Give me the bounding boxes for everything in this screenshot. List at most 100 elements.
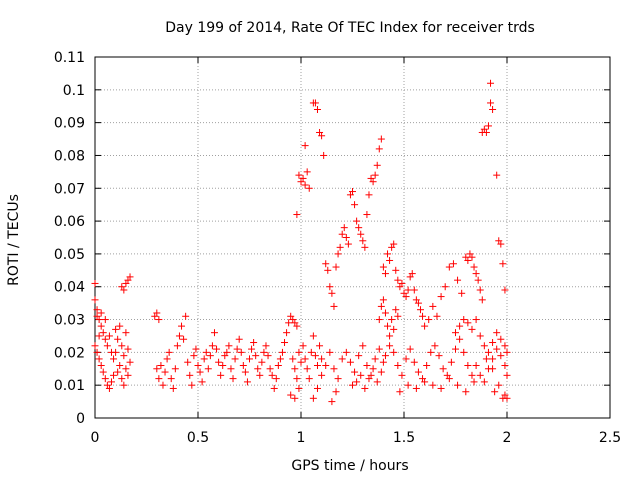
data-point (357, 230, 365, 238)
data-point (373, 161, 381, 169)
data-point (91, 279, 99, 287)
data-point (369, 365, 377, 373)
data-point (107, 378, 115, 386)
data-point (318, 371, 326, 379)
y-tick-label: 0.05 (54, 247, 85, 263)
data-point (326, 348, 334, 356)
data-point (503, 394, 511, 402)
data-point (283, 329, 291, 337)
data-point (371, 355, 379, 363)
data-point (503, 371, 511, 379)
data-point (93, 348, 101, 356)
data-point (95, 355, 103, 363)
y-tick-label: 0.02 (54, 345, 85, 361)
data-point (213, 345, 221, 353)
data-point (452, 345, 459, 353)
y-tick-label: 0.06 (54, 214, 85, 230)
data-point (412, 384, 420, 392)
data-point (316, 342, 324, 350)
data-point (396, 388, 404, 396)
data-point (361, 384, 369, 392)
data-point (359, 342, 367, 350)
data-point (342, 234, 350, 241)
data-point (441, 283, 449, 291)
data-point (235, 335, 243, 343)
x-tick-label: 0 (91, 430, 100, 446)
data-point (433, 312, 441, 320)
y-tick-label: 0.09 (54, 116, 85, 132)
data-point (322, 361, 330, 369)
data-point (478, 296, 486, 304)
data-point (295, 384, 303, 392)
data-point (390, 325, 398, 333)
data-point (408, 270, 416, 278)
data-point (126, 358, 134, 366)
data-point (431, 342, 439, 350)
data-point (175, 332, 183, 340)
data-point (155, 375, 163, 383)
data-point (476, 286, 484, 294)
data-point (118, 342, 126, 350)
data-point (258, 358, 266, 366)
data-point (309, 332, 317, 340)
data-point (363, 361, 371, 369)
data-point (124, 345, 132, 353)
data-point (353, 378, 361, 386)
data-point (99, 329, 107, 337)
data-point (425, 316, 433, 324)
data-point (293, 375, 301, 383)
data-point (439, 365, 447, 373)
y-axis-label: ROTI / TECUs (6, 194, 22, 286)
data-point (394, 361, 402, 369)
data-point (388, 316, 396, 324)
data-point (427, 348, 435, 356)
data-point (233, 345, 241, 353)
data-point (499, 260, 507, 268)
data-point (250, 339, 258, 347)
data-point (116, 361, 124, 369)
data-point (305, 375, 313, 383)
data-point (456, 322, 464, 330)
data-point (159, 381, 167, 389)
data-point (349, 381, 356, 389)
data-point (491, 388, 499, 396)
data-point (336, 243, 344, 251)
data-point (381, 309, 389, 317)
data-point (311, 99, 319, 107)
data-point (489, 365, 497, 373)
data-point (122, 365, 130, 373)
data-point (423, 361, 431, 369)
data-point (260, 348, 268, 356)
y-tick-label: 0.03 (54, 313, 85, 329)
data-point (359, 237, 367, 245)
data-point (309, 394, 317, 402)
data-point (421, 322, 429, 330)
data-point (91, 342, 99, 350)
data-point (351, 201, 359, 209)
data-point (264, 352, 272, 360)
data-point (99, 368, 107, 376)
data-point (460, 316, 468, 324)
data-point (324, 266, 332, 274)
data-point (180, 335, 188, 343)
data-point (167, 375, 175, 383)
data-point (291, 365, 299, 373)
data-point (301, 181, 309, 189)
data-point (472, 316, 480, 324)
data-point (480, 378, 488, 386)
data-point (192, 345, 200, 353)
data-point (289, 355, 297, 363)
data-point (429, 302, 437, 310)
data-point (173, 342, 181, 350)
data-point (285, 319, 293, 327)
x-axis-label: GPS time / hours (291, 458, 408, 474)
x-tick-label: 2.5 (599, 430, 621, 446)
data-point (355, 352, 363, 360)
data-point (476, 371, 484, 379)
data-point (334, 250, 342, 258)
data-point (223, 348, 231, 356)
data-point (386, 332, 394, 340)
data-point (392, 266, 400, 274)
data-point (178, 322, 186, 330)
data-point (402, 293, 410, 301)
